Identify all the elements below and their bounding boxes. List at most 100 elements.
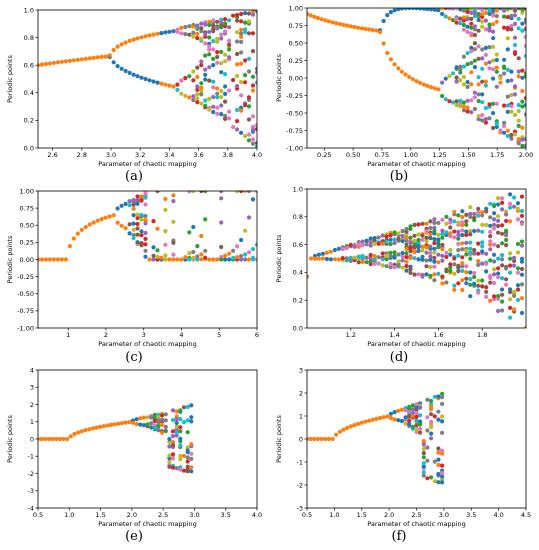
data-point <box>496 266 501 271</box>
data-point <box>469 10 474 15</box>
data-point <box>428 236 433 241</box>
data-point <box>468 229 473 234</box>
data-point <box>476 17 481 23</box>
panel-c: 1 2 3 4 5 6 1.00 0.75 0.50 0.25 0.00 -0.25 -0.50 -0.7… <box>6 187 259 365</box>
data-point <box>468 270 473 275</box>
data-point <box>512 35 518 40</box>
data-point <box>464 229 469 234</box>
data-point <box>328 257 333 262</box>
data-point <box>505 78 510 84</box>
data-point <box>420 233 425 238</box>
data-point <box>67 244 72 249</box>
data-point <box>494 84 499 89</box>
data-point <box>195 74 200 80</box>
data-point <box>396 8 401 12</box>
data-point <box>239 93 244 98</box>
data-point <box>484 289 489 294</box>
data-point <box>178 467 183 472</box>
data-point <box>469 21 474 26</box>
data-point <box>515 206 521 211</box>
data-point <box>488 298 493 303</box>
data-point <box>494 65 499 70</box>
data-point <box>123 68 128 74</box>
data-point <box>432 259 437 264</box>
y-tick-label: 0 <box>30 435 34 443</box>
data-point <box>223 72 228 77</box>
data-point <box>465 98 470 103</box>
data-point <box>189 465 194 470</box>
data-point <box>223 52 228 57</box>
data-point <box>239 34 244 40</box>
y-tick-label: 0.2 <box>24 117 34 125</box>
data-point <box>468 240 473 245</box>
y-tick-label: -3 <box>297 504 303 512</box>
data-point <box>372 254 377 259</box>
data-point <box>508 251 513 256</box>
data-point <box>496 294 501 299</box>
data-point <box>51 60 57 65</box>
data-point <box>492 242 497 247</box>
data-point <box>408 224 413 229</box>
data-point <box>500 263 505 268</box>
data-point <box>178 453 183 459</box>
data-point <box>185 459 190 464</box>
data-point <box>127 231 132 236</box>
panel-b: 0.25 0.50 0.75 1.00 1.25 1.50 1.75 2.00 1.00 0.75… <box>275 4 533 184</box>
data-point <box>243 257 248 262</box>
data-point <box>440 281 445 286</box>
data-point <box>516 109 521 114</box>
data-point <box>143 254 148 259</box>
data-point <box>444 214 449 219</box>
y-tick-label: 4 <box>30 366 34 374</box>
data-point <box>151 257 156 262</box>
data-point <box>472 58 477 63</box>
data-point <box>447 8 452 11</box>
data-point <box>131 202 136 207</box>
data-point <box>250 74 256 79</box>
data-point <box>464 240 469 245</box>
data-point <box>111 213 116 218</box>
data-point <box>135 201 140 206</box>
data-point <box>523 103 526 108</box>
data-point <box>468 211 473 216</box>
data-point <box>246 215 252 220</box>
data-point <box>388 253 393 259</box>
data-point <box>207 78 212 83</box>
data-point <box>131 37 136 42</box>
data-point <box>432 272 437 277</box>
data-point <box>476 241 481 246</box>
data-point <box>488 258 493 263</box>
data-point <box>460 214 465 220</box>
data-point <box>416 232 421 237</box>
data-point <box>440 419 445 424</box>
data-point <box>189 403 194 408</box>
data-point <box>250 49 256 54</box>
data-point <box>412 238 417 243</box>
data-point <box>239 50 244 55</box>
data-point <box>178 457 183 462</box>
data-point <box>90 426 95 431</box>
data-point <box>207 47 212 52</box>
y-tick-label: -2 <box>297 481 303 489</box>
data-point <box>428 232 433 237</box>
data-point <box>235 119 240 124</box>
data-point <box>250 88 256 93</box>
data-point <box>396 408 401 413</box>
data-point <box>508 263 513 268</box>
data-point <box>143 230 148 236</box>
data-point <box>254 191 257 194</box>
data-point <box>67 58 72 63</box>
data-point <box>363 419 368 424</box>
data-point <box>440 217 445 222</box>
data-point <box>246 69 252 74</box>
data-point <box>456 241 461 247</box>
data-point <box>324 256 329 262</box>
data-point <box>135 212 140 217</box>
data-point <box>167 83 172 88</box>
data-point <box>476 206 481 211</box>
data-point <box>171 219 176 224</box>
data-point <box>199 92 204 97</box>
data-point <box>429 436 434 441</box>
y-tick-label: 0.4 <box>24 89 34 97</box>
y-tick-label: -0.50 <box>17 290 34 298</box>
